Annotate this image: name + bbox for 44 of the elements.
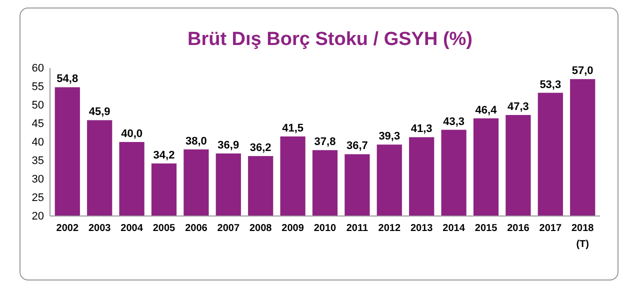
x-tick-label: 2004	[120, 223, 144, 234]
y-tick-label: 45	[32, 118, 44, 130]
data-label: 38,0	[185, 135, 207, 148]
data-label: 36,9	[218, 139, 240, 152]
x-tick-label: 2005	[152, 223, 176, 234]
y-tick-label: 30	[32, 174, 44, 186]
data-label: 41,5	[282, 122, 304, 134]
y-tick-label: 25	[32, 192, 44, 204]
data-label: 39,3	[378, 130, 400, 143]
data-label: 47,3	[507, 100, 529, 113]
x-tick-label: 2002	[56, 223, 79, 234]
data-label: 36,2	[250, 142, 272, 154]
data-label: 45,9	[88, 106, 110, 118]
y-tick-label: 50	[32, 100, 44, 112]
y-tick-label: 55	[32, 81, 44, 94]
x-tick-label: 2012	[378, 223, 401, 234]
x-tick-label: 2018 (T)	[571, 223, 594, 250]
data-label: 34,2	[153, 149, 175, 162]
x-tick-label: 2006	[185, 223, 208, 234]
data-label: 57,0	[572, 65, 594, 78]
y-tick-label: 60	[32, 62, 44, 75]
y-tick-label: 20	[32, 210, 44, 223]
x-tick-label: 2015	[474, 223, 498, 234]
x-tick-label: 2008	[249, 223, 272, 234]
x-tick-label: 2017	[539, 223, 562, 234]
x-tick-label: 2003	[88, 223, 112, 234]
x-tick-label: 2016	[507, 223, 530, 234]
x-tick-label: 2007	[217, 223, 240, 234]
x-tick-label: 2011	[346, 223, 368, 234]
chart-title: Brüt Dış Borç Stoku / GSYH (%)	[187, 29, 473, 50]
y-tick-label: 40	[32, 136, 44, 149]
data-label: 36,7	[346, 140, 368, 152]
data-label: 40,0	[121, 128, 143, 140]
data-label: 53,3	[540, 78, 562, 91]
data-label: 43,3	[443, 116, 465, 128]
data-label: 46,4	[475, 104, 498, 116]
x-tick-label: 2014	[442, 223, 466, 234]
data-label: 54,8	[56, 73, 78, 86]
y-tick-label: 35	[32, 155, 44, 168]
data-label: 41,3	[410, 123, 432, 136]
x-tick-label: 2013	[410, 223, 434, 234]
x-tick-label: 2009	[282, 223, 304, 234]
data-label: 37,8	[314, 136, 336, 148]
x-tick-label: 2010	[314, 223, 337, 234]
